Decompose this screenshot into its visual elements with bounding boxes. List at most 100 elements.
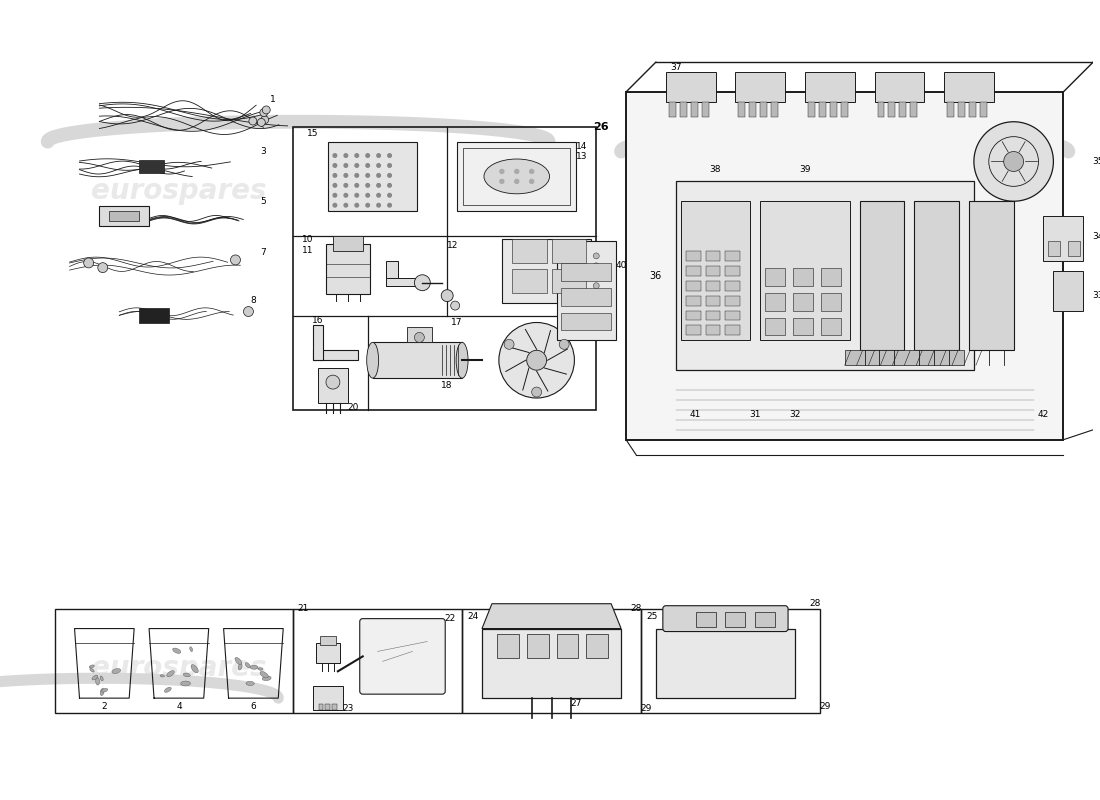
Bar [793, 318, 813, 335]
Circle shape [388, 183, 392, 187]
Circle shape [531, 387, 541, 397]
Text: 33: 33 [1092, 291, 1100, 300]
Circle shape [377, 183, 381, 187]
Circle shape [231, 255, 241, 265]
Text: 12: 12 [447, 242, 458, 250]
Circle shape [249, 117, 256, 125]
Bar [561, 313, 612, 330]
Bar [821, 293, 840, 310]
Bar [326, 704, 330, 710]
Text: 28: 28 [810, 599, 821, 608]
Ellipse shape [180, 681, 190, 686]
Bar [691, 102, 697, 117]
Circle shape [415, 274, 430, 290]
Text: 2: 2 [101, 702, 107, 710]
Bar [726, 251, 740, 261]
Text: 42: 42 [1037, 410, 1049, 419]
Bar [821, 268, 840, 286]
Bar [738, 102, 746, 117]
Bar [969, 202, 1013, 350]
Circle shape [344, 183, 348, 187]
Bar [386, 261, 397, 286]
Bar [512, 269, 547, 293]
Bar [914, 202, 959, 350]
Bar [681, 202, 750, 340]
Bar [766, 293, 785, 310]
Bar [793, 268, 813, 286]
Circle shape [261, 116, 268, 124]
Circle shape [499, 322, 574, 398]
Circle shape [355, 154, 359, 158]
Circle shape [499, 170, 504, 174]
Bar [463, 147, 571, 206]
Circle shape [377, 203, 381, 207]
Bar [557, 634, 579, 658]
Bar [705, 251, 720, 261]
Text: 30: 30 [670, 612, 682, 621]
Text: 13: 13 [575, 152, 587, 161]
Bar [705, 281, 720, 290]
Bar [318, 368, 348, 403]
Bar [458, 142, 576, 211]
Bar [326, 244, 370, 294]
Bar [502, 238, 592, 303]
Bar [705, 296, 720, 306]
Ellipse shape [246, 682, 254, 686]
Circle shape [527, 350, 547, 370]
Bar [497, 634, 519, 658]
Text: 28: 28 [789, 251, 801, 261]
Circle shape [366, 164, 370, 167]
Ellipse shape [235, 658, 242, 665]
Bar [726, 296, 740, 306]
Bar [561, 263, 612, 281]
Circle shape [355, 164, 359, 167]
Bar [878, 102, 884, 117]
Ellipse shape [239, 663, 242, 670]
Circle shape [344, 203, 348, 207]
Bar [641, 609, 820, 713]
Circle shape [388, 174, 392, 177]
Ellipse shape [189, 646, 192, 651]
Text: 25: 25 [646, 612, 658, 621]
Text: 29: 29 [640, 703, 651, 713]
Circle shape [344, 194, 348, 197]
Bar [702, 102, 708, 117]
Circle shape [388, 154, 392, 158]
Text: 29: 29 [820, 702, 830, 710]
Bar [874, 72, 924, 102]
Bar [527, 634, 549, 658]
Circle shape [974, 122, 1054, 202]
Ellipse shape [100, 676, 103, 681]
Text: 21: 21 [297, 604, 309, 613]
Bar [314, 326, 323, 360]
Text: 17: 17 [451, 318, 463, 327]
Text: 15: 15 [307, 129, 319, 138]
Bar [332, 704, 338, 710]
Text: eurospares: eurospares [91, 178, 266, 206]
Bar [666, 72, 715, 102]
Bar [685, 281, 701, 290]
Circle shape [559, 339, 569, 350]
Text: 16: 16 [312, 316, 323, 325]
Circle shape [593, 273, 600, 278]
Bar [386, 278, 416, 286]
Bar [840, 102, 848, 117]
Text: 44: 44 [931, 270, 943, 281]
Bar [320, 635, 336, 646]
Bar [760, 202, 849, 340]
Circle shape [257, 118, 265, 126]
Text: 19: 19 [585, 318, 597, 327]
Text: 20: 20 [348, 403, 359, 413]
Ellipse shape [101, 689, 108, 692]
Bar [726, 266, 740, 276]
Circle shape [326, 375, 340, 389]
Polygon shape [482, 604, 622, 629]
Circle shape [333, 183, 337, 187]
Text: 8: 8 [251, 296, 256, 305]
Circle shape [530, 179, 533, 183]
Circle shape [355, 194, 359, 197]
Circle shape [333, 174, 337, 177]
Text: 23: 23 [342, 703, 353, 713]
Circle shape [366, 194, 370, 197]
Bar [1054, 271, 1084, 310]
